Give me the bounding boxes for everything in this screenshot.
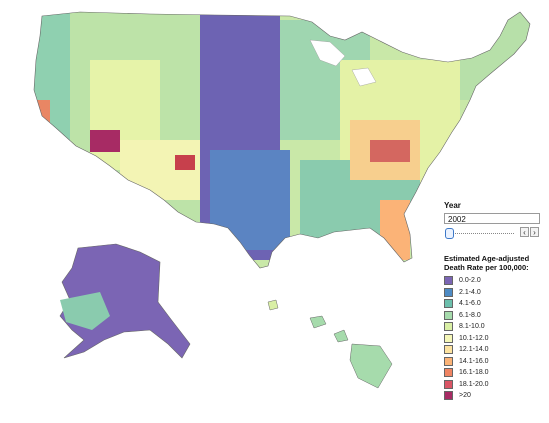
previous-year-button[interactable]: ‹: [520, 227, 529, 237]
hawaii: [267, 299, 393, 389]
legend-title-line-2: Death Rate per 100,000:: [444, 263, 529, 272]
legend-swatch: [444, 310, 453, 320]
legend-swatch: [444, 356, 453, 366]
year-control: Year 2002 ‹ ›: [444, 201, 544, 239]
chevron-left-icon: ‹: [523, 228, 526, 237]
great-lakes: [309, 39, 377, 87]
chevron-right-icon: ›: [533, 228, 536, 237]
legend-swatch: [444, 391, 453, 401]
legend-label: 0.0-2.0: [459, 277, 481, 285]
legend-title: Estimated Age-adjusted Death Rate per 10…: [444, 254, 549, 272]
legend-item: 2.1-4.0: [444, 287, 549, 299]
conus-outline: [33, 11, 531, 269]
legend-label: 14.1-16.0: [459, 357, 489, 365]
slider-track: [450, 232, 514, 234]
legend-swatch: [444, 287, 453, 297]
legend-swatch: [444, 322, 453, 332]
legend-label: 12.1-14.0: [459, 346, 489, 354]
legend-swatch: [444, 333, 453, 343]
legend-item: 16.1-18.0: [444, 367, 549, 379]
year-slider[interactable]: ‹ ›: [444, 227, 544, 239]
legend-item: 0.0-2.0: [444, 275, 549, 287]
legend-item: 4.1-6.0: [444, 298, 549, 310]
year-value-field[interactable]: 2002: [444, 213, 540, 224]
legend-item: 8.1-10.0: [444, 321, 549, 333]
alaska-south: [60, 292, 110, 330]
next-year-button[interactable]: ›: [530, 227, 539, 237]
alaska: [59, 243, 191, 359]
legend-label: 8.1-10.0: [459, 323, 485, 331]
legend-swatch: [444, 276, 453, 286]
legend-swatch: [444, 368, 453, 378]
plains-south: [210, 150, 290, 250]
kentucky-hot: [370, 140, 410, 162]
legend-item: 18.1-20.0: [444, 379, 549, 391]
legend-label: 10.1-12.0: [459, 334, 489, 342]
year-label: Year: [444, 201, 461, 210]
legend-label: 2.1-4.0: [459, 288, 481, 296]
legend-label: 18.1-20.0: [459, 380, 489, 388]
legend-item: >20: [444, 390, 549, 402]
legend-swatch: [444, 299, 453, 309]
new-england: [460, 12, 530, 100]
legend-item: 12.1-14.0: [444, 344, 549, 356]
legend-swatch: [444, 345, 453, 355]
nevada-hot: [90, 130, 120, 152]
colorado-hot: [175, 155, 195, 170]
legend-swatch: [444, 379, 453, 389]
legend-item: 14.1-16.0: [444, 356, 549, 368]
legend-label: 4.1-6.0: [459, 300, 481, 308]
legend-label: >20: [459, 392, 471, 400]
legend-item: 10.1-12.0: [444, 333, 549, 345]
slider-handle[interactable]: [445, 228, 454, 239]
legend-item: 6.1-8.0: [444, 310, 549, 322]
legend-label: 16.1-18.0: [459, 369, 489, 377]
legend: Estimated Age-adjusted Death Rate per 10…: [444, 254, 549, 402]
legend-label: 6.1-8.0: [459, 311, 481, 319]
legend-title-line-1: Estimated Age-adjusted: [444, 254, 530, 263]
pacific-coast: [34, 12, 70, 160]
